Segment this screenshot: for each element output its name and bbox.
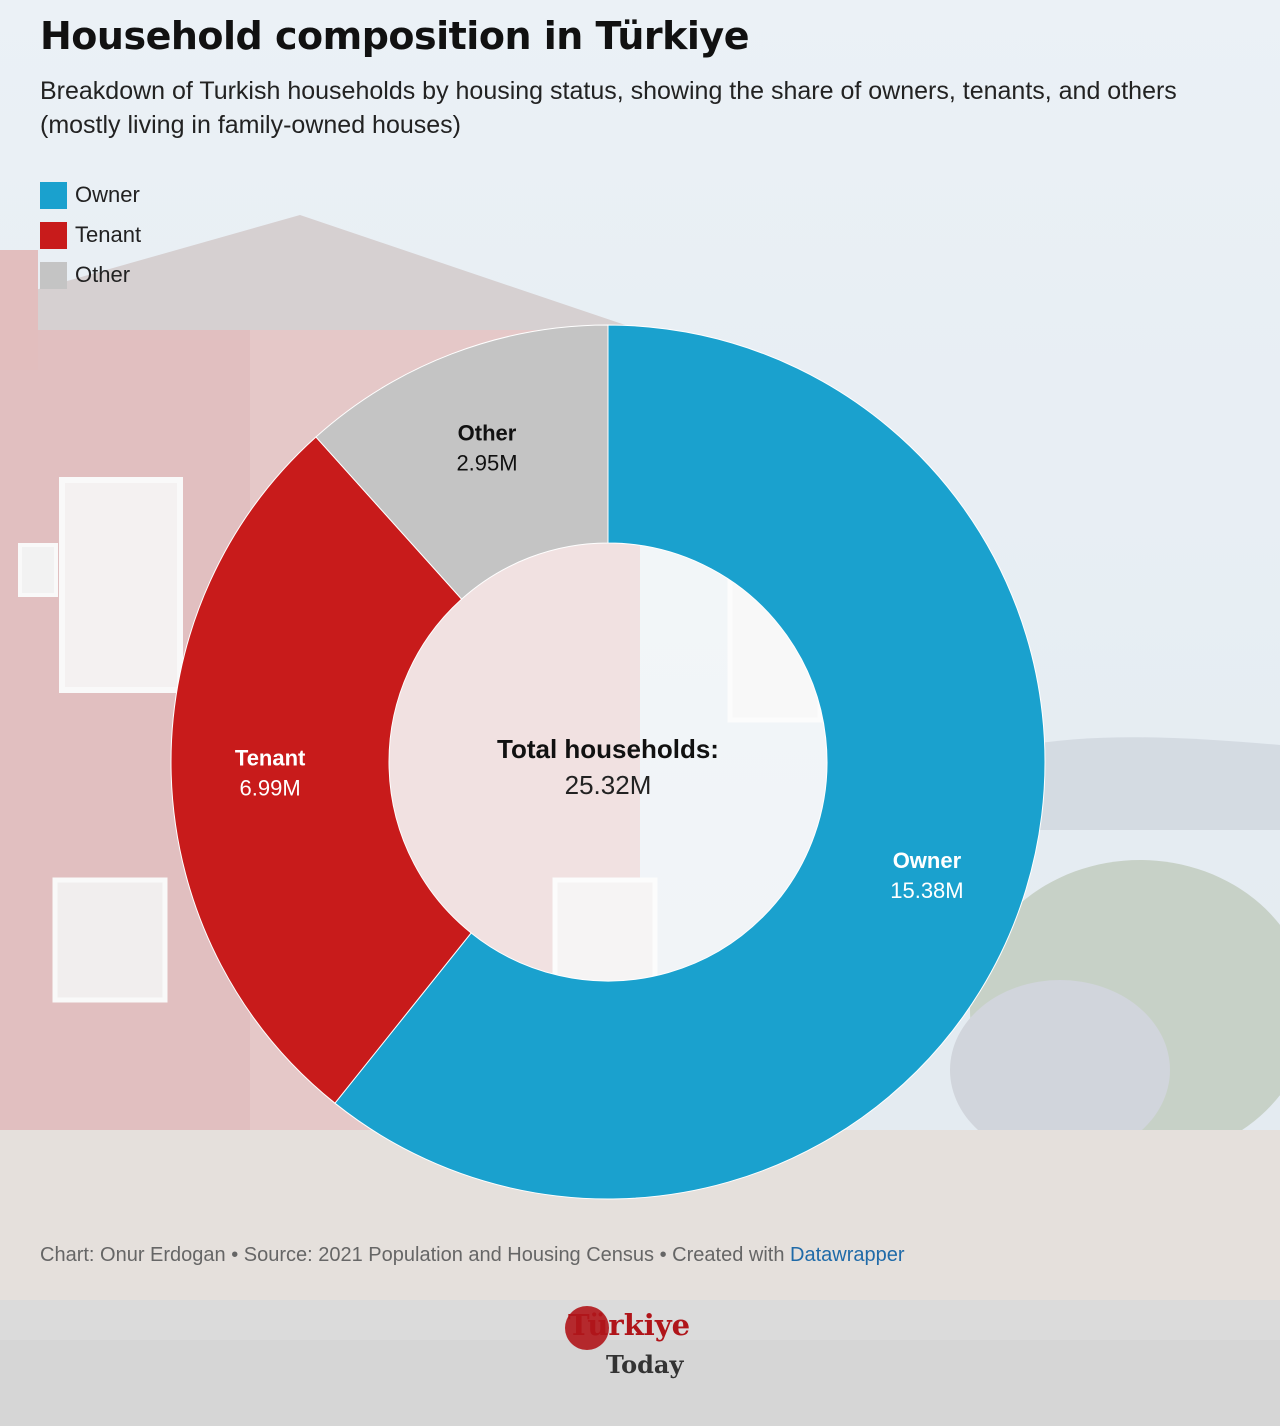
legend-label-tenant: Tenant <box>75 222 142 247</box>
legend-swatch-tenant <box>40 221 67 249</box>
chart-subtitle: Breakdown of Turkish households by housi… <box>40 77 1177 139</box>
legend-item-tenant: Tenant <box>40 215 141 255</box>
center-value: 25.32M <box>565 770 652 800</box>
donut-slice-tenant <box>170 436 472 1104</box>
chart-title: Household composition in Türkiye <box>40 14 749 58</box>
slice-label-owner: Owner <box>893 848 962 873</box>
footer-credit: Chart: Onur Erdogan • Source: 2021 Popul… <box>40 1244 790 1266</box>
donut-slice-owner <box>334 324 1046 1200</box>
slice-value-owner: 15.38M <box>890 878 963 903</box>
turkiye-today-logo: Türkiye Today <box>560 1302 730 1392</box>
slice-label-tenant: Tenant <box>235 746 306 771</box>
logo-main-text: Türkiye <box>568 1308 691 1342</box>
slice-value-other: 2.95M <box>456 450 517 475</box>
legend-label-owner: Owner <box>75 182 140 207</box>
logo-circle-icon <box>565 1306 609 1350</box>
legend-swatch-owner <box>40 181 67 209</box>
legend-swatch-other <box>40 261 67 289</box>
slice-label-other: Other <box>458 420 517 445</box>
legend-item-other: Other <box>40 255 141 295</box>
donut-slice-other <box>315 324 609 600</box>
logo-sub-text: Today <box>606 1350 684 1379</box>
legend-label-other: Other <box>75 262 131 287</box>
legend-item-owner: Owner <box>40 175 141 215</box>
chart-header: Household composition in Türkiye Breakdo… <box>40 14 1240 142</box>
chart-legend: Owner Tenant Other <box>40 175 141 295</box>
slice-value-tenant: 6.99M <box>240 776 301 801</box>
donut-center <box>389 543 827 981</box>
center-label: Total households: <box>497 734 719 764</box>
chart-footer: Chart: Onur Erdogan • Source: 2021 Popul… <box>40 1244 905 1267</box>
datawrapper-link[interactable]: Datawrapper <box>790 1244 905 1266</box>
